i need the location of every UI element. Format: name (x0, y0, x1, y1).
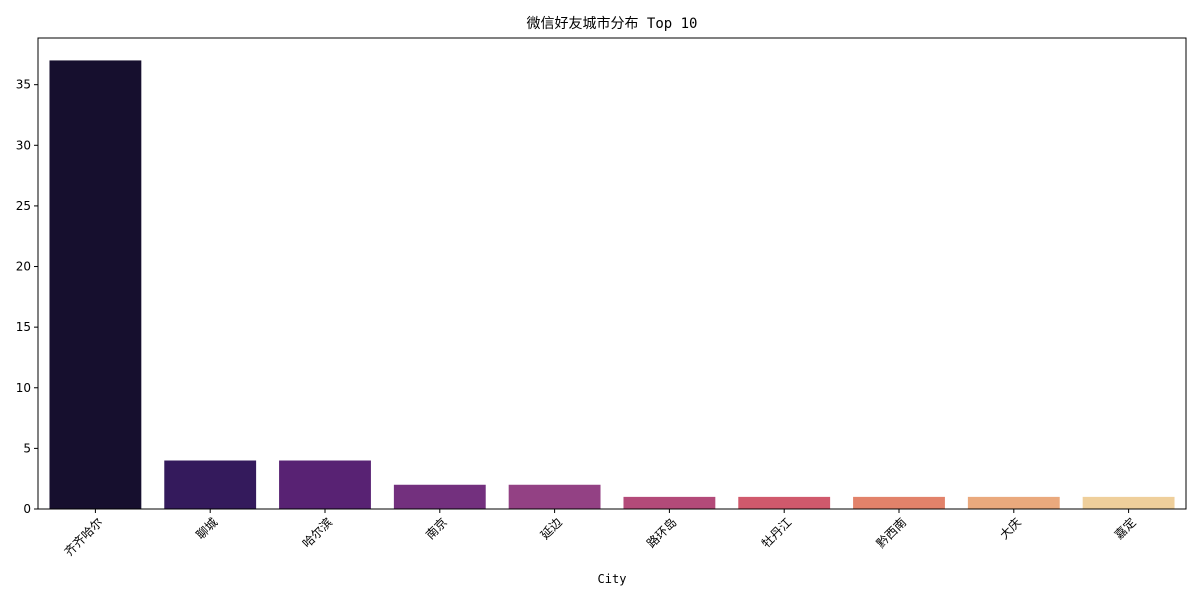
y-tick-label-1: 5 (23, 441, 31, 455)
bar-2 (279, 460, 371, 509)
y-tick-label-6: 30 (16, 138, 31, 152)
bar-4 (508, 484, 601, 509)
y-tick-label-3: 15 (16, 320, 31, 334)
y-tick-label-4: 20 (16, 260, 31, 274)
chart-title: 微信好友城市分布 Top 10 (526, 15, 697, 32)
bar-7 (853, 496, 945, 509)
bars-group (49, 60, 1175, 510)
bar-8 (967, 496, 1060, 509)
bar-3 (393, 484, 486, 509)
y-tick-label-0: 0 (23, 502, 31, 516)
bar-1 (164, 460, 257, 509)
y-tick-label-7: 35 (16, 78, 31, 92)
plot-frame (37, 37, 1187, 510)
x-axis-label: City (598, 572, 627, 586)
bar-5 (623, 496, 716, 509)
bar-6 (738, 496, 831, 509)
bar-9 (1082, 496, 1175, 509)
bar-0 (49, 60, 142, 510)
y-tick-label-5: 25 (16, 199, 31, 213)
y-tick-label-2: 10 (16, 381, 31, 395)
y-axis: 0 5 10 15 20 25 30 35 (16, 78, 38, 516)
